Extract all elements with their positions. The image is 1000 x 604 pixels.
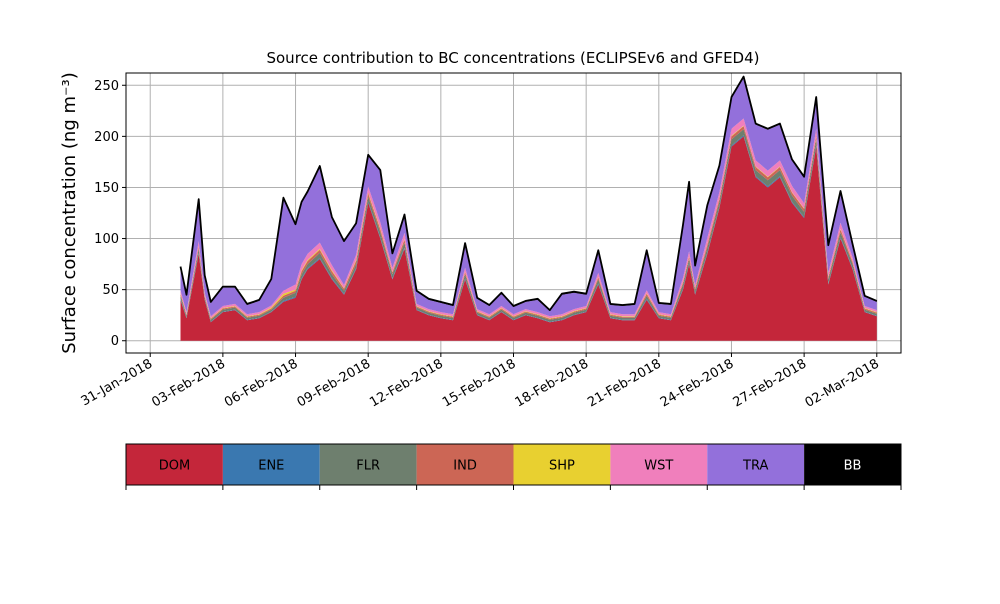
- total-outline: [179, 75, 878, 311]
- x-tick-label: 27-Feb-2018: [731, 356, 810, 410]
- x-tick-label: 09-Feb-2018: [295, 356, 374, 410]
- legend-label-wst: WST: [644, 459, 673, 474]
- area-tra: [180, 77, 877, 317]
- y-axis-label: Surface concentration (ng m⁻³): [59, 72, 80, 354]
- legend-label-tra: TRA: [742, 459, 768, 474]
- x-tick-label: 03-Feb-2018: [149, 356, 228, 410]
- y-tick-label: 200: [94, 130, 119, 145]
- legend-label-shp: SHP: [549, 459, 575, 474]
- legend-swatch-ene: [222, 444, 320, 485]
- legend-label-ind: IND: [453, 459, 477, 474]
- y-axis: 0 50 100 150 200 250: [94, 79, 126, 349]
- legend-swatch-bb: [804, 444, 901, 485]
- legend-colorbar: DOM ENE FLR IND SHP WST TRA BB: [125, 443, 902, 490]
- legend-label-flr: FLR: [356, 459, 380, 474]
- legend-swatch-shp: [513, 444, 611, 485]
- legend-label-bb: BB: [844, 459, 862, 474]
- legend-swatch-ind: [416, 444, 514, 485]
- legend-swatch-flr: [319, 444, 417, 485]
- y-tick-label: 100: [94, 232, 119, 247]
- y-tick-label: 150: [94, 181, 119, 196]
- y-tick-label: 50: [102, 283, 119, 298]
- x-axis: 31-Jan-201803-Feb-201806-Feb-201809-Feb-…: [79, 353, 882, 411]
- legend-swatch-tra: [707, 444, 805, 485]
- y-tick-label: 250: [94, 79, 119, 94]
- legend-label-dom: DOM: [159, 459, 190, 474]
- x-tick-label: 15-Feb-2018: [440, 356, 519, 410]
- stacked-areas: [179, 75, 878, 341]
- legend-swatch-dom: [126, 444, 223, 485]
- x-tick-label: 12-Feb-2018: [367, 356, 446, 410]
- x-tick-label: 31-Jan-2018: [79, 356, 156, 409]
- chart-title: Source contribution to BC concentrations…: [266, 49, 759, 67]
- x-tick-label: 21-Feb-2018: [585, 356, 664, 410]
- legend-label-ene: ENE: [258, 459, 284, 474]
- legend-swatch-wst: [610, 444, 708, 485]
- y-tick-label: 0: [111, 334, 119, 349]
- x-tick-label: 06-Feb-2018: [222, 356, 301, 410]
- x-tick-label: 02-Mar-2018: [803, 356, 882, 410]
- area-dom: [180, 136, 877, 341]
- x-tick-label: 24-Feb-2018: [658, 356, 737, 410]
- x-tick-label: 18-Feb-2018: [513, 356, 592, 410]
